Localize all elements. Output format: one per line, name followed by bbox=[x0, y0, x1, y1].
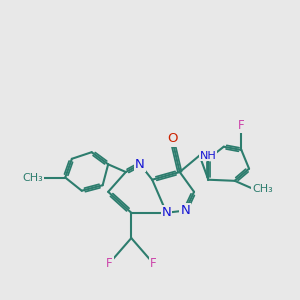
Text: N: N bbox=[135, 158, 145, 171]
Text: O: O bbox=[167, 133, 177, 146]
Text: N: N bbox=[180, 204, 190, 217]
Text: F: F bbox=[238, 119, 245, 132]
Text: F: F bbox=[150, 257, 157, 270]
Text: CH₃: CH₃ bbox=[22, 172, 43, 182]
Text: NH: NH bbox=[200, 151, 216, 160]
Text: F: F bbox=[106, 257, 112, 270]
Text: CH₃: CH₃ bbox=[252, 184, 273, 194]
Text: N: N bbox=[162, 206, 171, 219]
